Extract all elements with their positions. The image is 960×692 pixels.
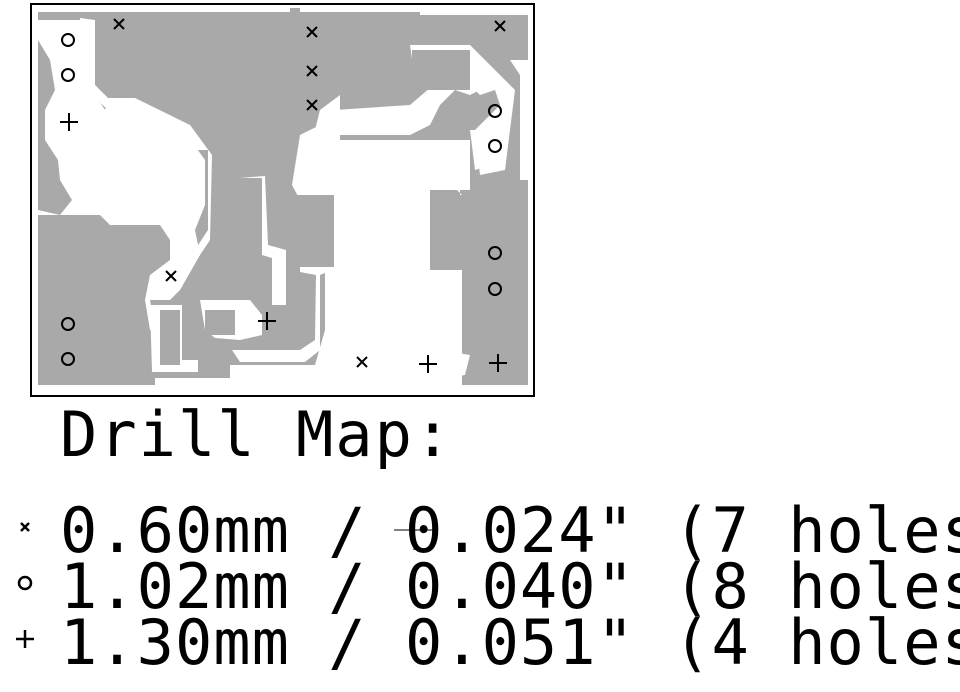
copper-pour [38,8,528,385]
drill-mark-plus [60,113,78,131]
crosshair-cursor-icon [394,510,434,550]
legend-row-1-02mm: 1.02mm / 0.040" (8 holes) [0,550,960,623]
pcb-board-drawing [30,3,535,397]
drill-mark-circle [488,104,502,118]
component-pads [160,50,470,365]
drill-mark-x [165,270,177,282]
drill-mark-circle [61,317,75,331]
drill-mark-circle [61,33,75,47]
drill-mark-x [306,99,318,111]
drill-marks-0-60mm [113,18,506,368]
drill-mark-plus [419,355,437,373]
drill-mark-x [494,20,506,32]
drill-mark-circle [488,246,502,260]
drill-mark-x [306,26,318,38]
circle-icon [17,575,33,591]
drill-mark-circle [488,282,502,296]
drill-marks-1-02mm [61,33,502,366]
drill-mark-plus [258,312,276,330]
drill-mark-plus [489,354,507,372]
legend-row-0-60mm: 0.60mm / 0.024" (7 holes) [0,494,960,567]
drill-map-title: Drill Map: [60,398,454,471]
drill-mark-x [356,356,368,368]
plus-icon [16,630,34,648]
drill-mark-circle [488,139,502,153]
drill-mark-circle [61,68,75,82]
legend-text-0-60mm: 0.60mm / 0.024" (7 holes) [60,494,960,567]
drill-marks-1-30mm [60,113,507,373]
legend-text-1-30mm: 1.30mm / 0.051" (4 holes) [60,606,960,679]
drill-mark-x [113,18,125,30]
legend-row-1-30mm: 1.30mm / 0.051" (4 holes) [0,606,960,679]
drill-mark-x [306,65,318,77]
cross-x-icon [20,522,30,532]
legend-text-1-02mm: 1.02mm / 0.040" (8 holes) [60,550,960,623]
drill-mark-circle [61,352,75,366]
